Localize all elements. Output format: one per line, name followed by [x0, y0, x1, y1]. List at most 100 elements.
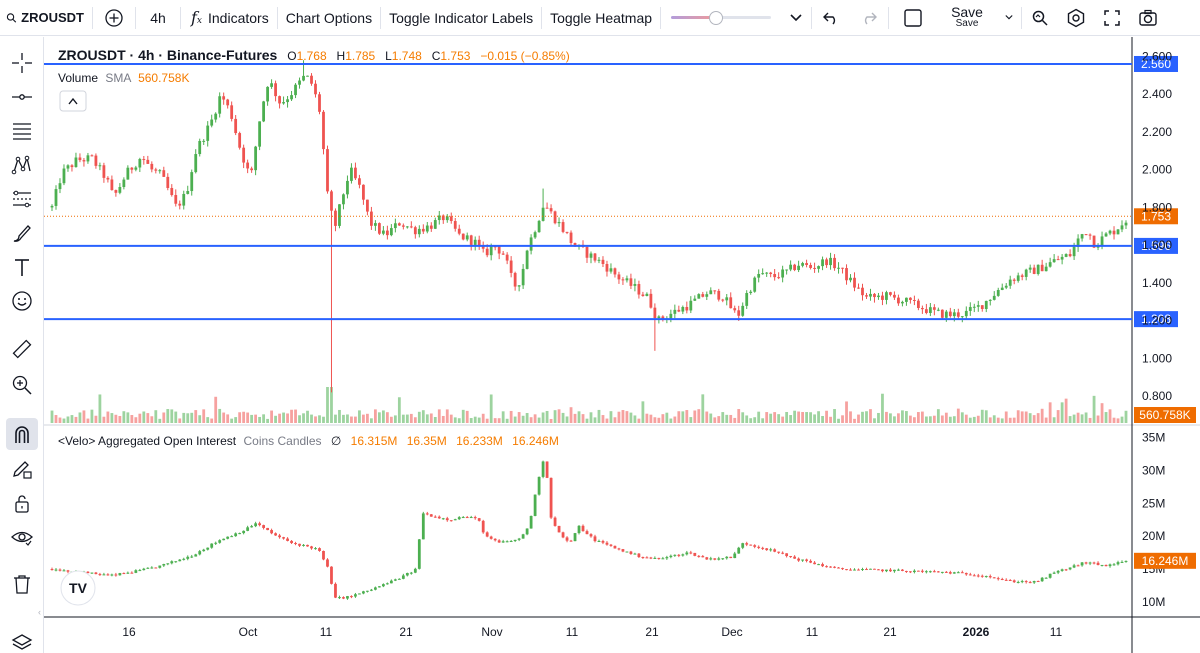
pattern-tool[interactable]: [6, 151, 38, 179]
quick-search-button[interactable]: [1022, 0, 1058, 36]
indicators-button[interactable]: fx Indicators: [181, 0, 277, 36]
save-button[interactable]: Save Save: [937, 0, 997, 36]
object-tree-tool[interactable]: [6, 633, 38, 653]
candle-body: [385, 230, 389, 236]
oi-candle-body: [996, 578, 1000, 580]
horizontal-line-label-bg: [1134, 237, 1178, 254]
oi-candle-body: [362, 591, 365, 594]
oi-candle-body: [689, 552, 693, 554]
legend-c-value: 1.753: [440, 49, 470, 63]
fib-tool[interactable]: [6, 117, 38, 145]
toggle-indicator-labels-button[interactable]: Toggle Indicator Labels: [389, 9, 534, 26]
oi-candle-body: [214, 542, 218, 544]
drawing-mode-tool[interactable]: [6, 455, 38, 483]
compare-button[interactable]: [93, 0, 135, 36]
interval-button[interactable]: 4h: [150, 9, 166, 26]
oi-candle-body: [1120, 561, 1124, 563]
oi-candle-body: [433, 516, 437, 518]
candle-body: [833, 257, 836, 269]
volume-bar: [893, 416, 896, 423]
volume-bar: [857, 414, 860, 423]
oi-candle-body: [901, 569, 904, 571]
price-axis[interactable]: 2.600 2.400 2.200 2.000 1.800 1.600 1.400 1.200…: [1142, 49, 1172, 403]
candle-body: [469, 235, 473, 245]
volume-bar: [334, 414, 337, 423]
save-dropdown[interactable]: [997, 0, 1021, 36]
volume-bar: [877, 412, 880, 423]
ruler-tool[interactable]: [6, 335, 38, 363]
oi-candle-body: [881, 569, 884, 572]
remove-tool[interactable]: [6, 570, 38, 598]
volume-bar: [837, 418, 840, 423]
forecast-tool[interactable]: [6, 185, 38, 213]
brush-tool[interactable]: [6, 219, 38, 247]
volume-bar: [905, 411, 908, 423]
volume-bar: [809, 412, 812, 423]
redo-button[interactable]: [850, 0, 888, 36]
oi-candle-body: [118, 573, 122, 576]
crosshair-tool[interactable]: [6, 49, 38, 77]
oi-h-value: 16.35M: [407, 434, 447, 448]
symbol-search[interactable]: ZROUSDT: [0, 0, 92, 36]
chart-options-button[interactable]: Chart Options: [285, 9, 373, 26]
layout-button[interactable]: [889, 0, 937, 36]
hide-tool[interactable]: [6, 523, 38, 551]
tradingview-logo[interactable]: TV: [60, 570, 96, 606]
oi-candle-body: [493, 538, 497, 541]
oi-o-value: 16.315M: [351, 434, 398, 448]
volume-bar: [525, 413, 529, 423]
oi-candle-body: [1080, 562, 1084, 566]
toggle-heatmap-button[interactable]: Toggle Heatmap: [550, 9, 653, 26]
candle-body: [889, 292, 892, 295]
slider-handle[interactable]: [709, 10, 724, 25]
divider: [380, 6, 382, 29]
oi-candle-body: [733, 553, 737, 559]
oi-candle-body: [841, 568, 844, 570]
time-axis[interactable]: 16 Oct 11 21 Nov 11 21 Dec 11 21 2026 11: [122, 625, 1062, 639]
volume-bar: [1112, 417, 1116, 423]
collapse-toolbar[interactable]: ‹: [38, 607, 44, 619]
snapshot-button[interactable]: [1130, 0, 1166, 36]
oi-candle-body: [537, 476, 541, 495]
volume-bar: [685, 410, 689, 423]
horizontal-lines[interactable]: 2.560 1.596 1.208 1.753: [44, 55, 1178, 328]
dropdown-button[interactable]: [781, 0, 811, 36]
undo-button[interactable]: [812, 0, 850, 36]
volume-bar: [198, 415, 202, 423]
oi-candle-body: [617, 548, 621, 550]
settings-button[interactable]: [1058, 0, 1094, 36]
candle-body: [912, 299, 916, 301]
emoji-tool[interactable]: [6, 287, 38, 315]
oi-candle-body: [1012, 580, 1016, 583]
candle-body: [298, 80, 301, 85]
volume-bar: [1004, 411, 1008, 423]
volume-bar: [350, 416, 353, 423]
candle-body: [613, 268, 617, 275]
volume-bar: [669, 418, 673, 423]
oi-candle-body: [601, 541, 605, 543]
trend-line-tool[interactable]: [6, 83, 38, 111]
volume-bar: [517, 412, 521, 423]
text-tool[interactable]: [6, 253, 38, 281]
volume-bar: [322, 416, 325, 423]
zoom-tool[interactable]: [6, 371, 38, 399]
candle-body: [637, 284, 641, 295]
volume-bar: [310, 414, 313, 423]
candle-body: [1076, 238, 1080, 247]
volume-bar: [489, 394, 493, 423]
oi-candle-body: [246, 527, 250, 531]
candle-body: [1064, 254, 1068, 257]
candle-body: [409, 226, 413, 228]
volume-bar: [86, 418, 90, 423]
divider: [888, 6, 890, 29]
lock-tool[interactable]: [6, 489, 38, 517]
legend-collapse-button[interactable]: [59, 90, 87, 112]
volume-bar: [1032, 415, 1036, 423]
heatmap-slider[interactable]: [661, 0, 781, 36]
chart-area[interactable]: 560.758K 2.560 1.596 1.208 1.753 2.600 2.400…: [44, 37, 1200, 653]
fullscreen-button[interactable]: [1094, 0, 1130, 36]
oi-candle-body: [621, 549, 625, 552]
magnet-tool[interactable]: [6, 418, 38, 450]
candle-body: [234, 118, 238, 134]
